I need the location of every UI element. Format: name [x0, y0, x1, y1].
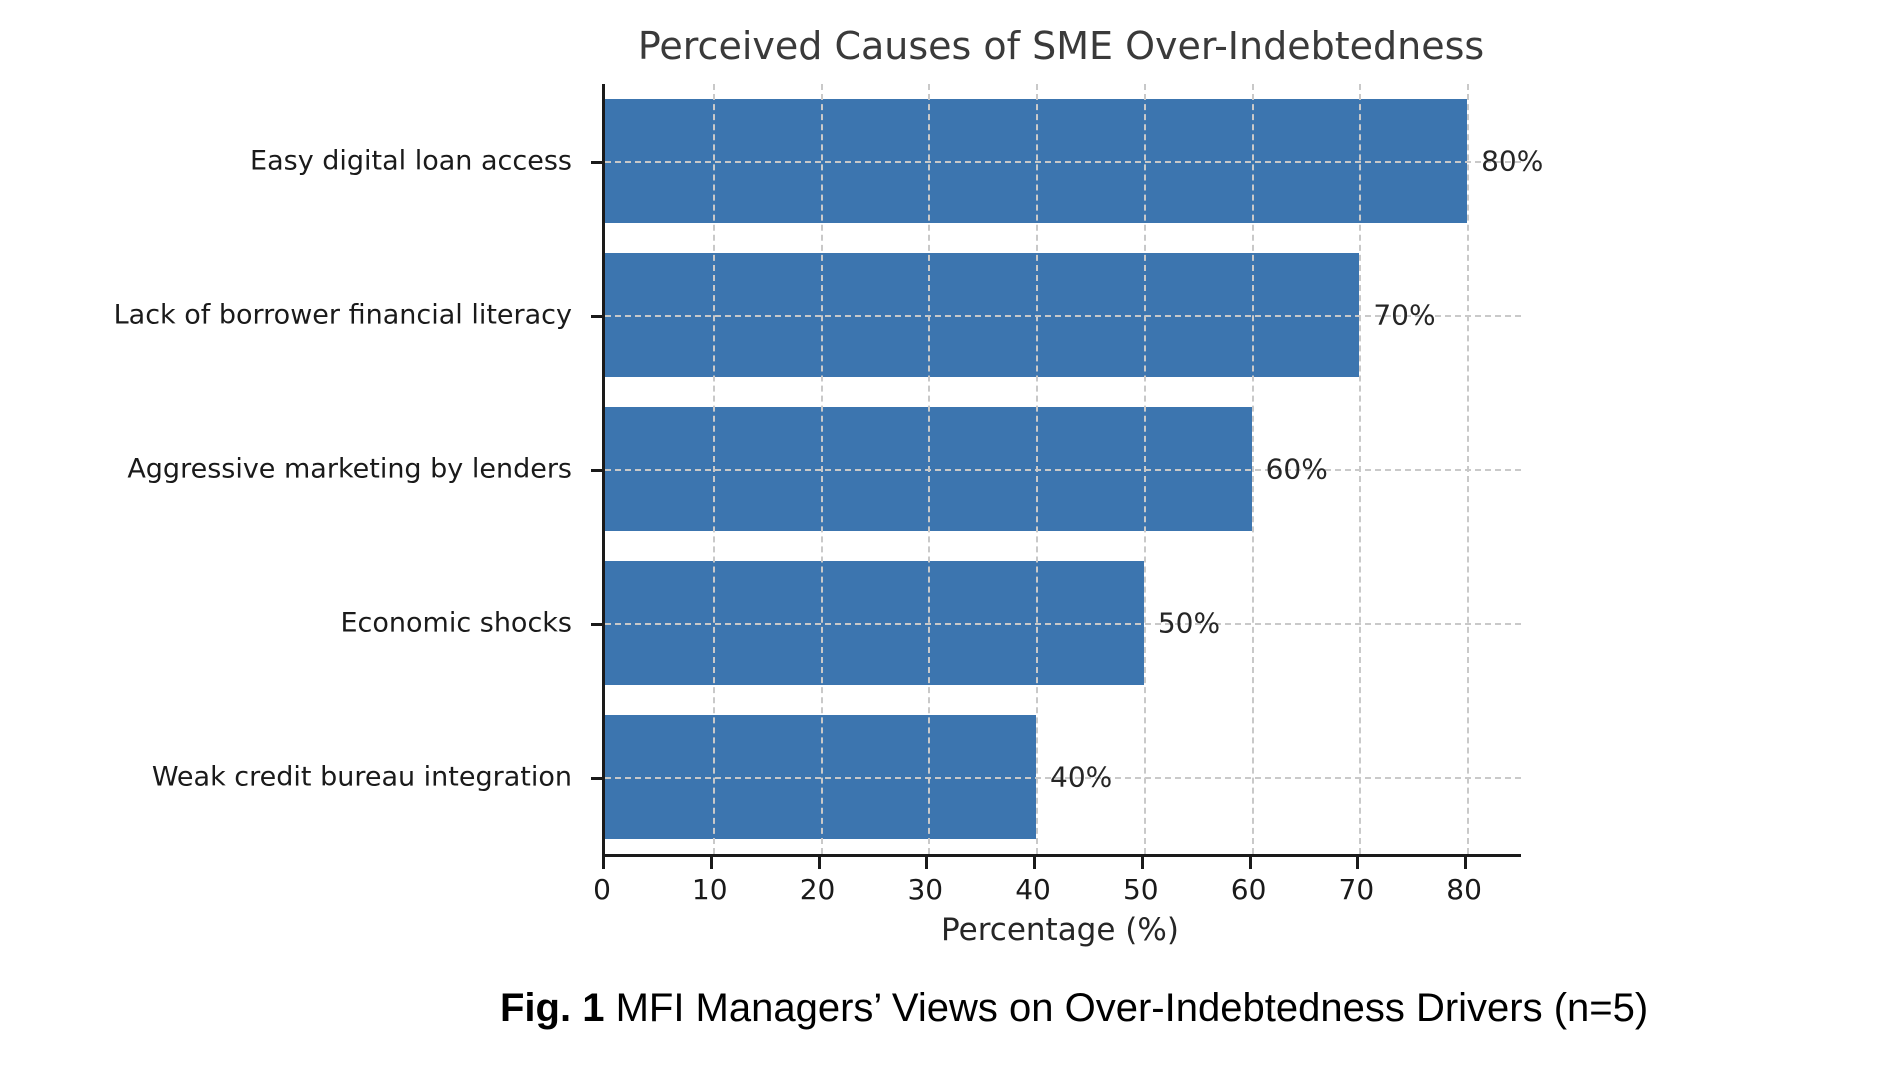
y-tick-mark	[591, 469, 602, 472]
y-tick-mark	[591, 623, 602, 626]
x-axis-title: Percentage (%)	[941, 912, 1179, 948]
y-axis-category-label: Weak credit bureau integration	[151, 761, 572, 793]
x-tick-mark	[925, 857, 929, 869]
y-tick-mark	[591, 161, 602, 164]
caption-text: MFI Managers’ Views on Over-Indebtedness…	[604, 986, 1649, 1030]
bar-value-label: 80%	[1481, 144, 1544, 178]
y-axis-category-label: Lack of borrower financial literacy	[113, 299, 572, 331]
x-tick-mark	[1033, 857, 1037, 869]
y-axis-category-labels: Easy digital loan access Lack of borrower…	[0, 84, 586, 854]
x-tick-label: 20	[799, 873, 836, 906]
x-tick-label: 0	[593, 873, 611, 906]
plot-area: 80% 70% 60% 50% 40%	[591, 84, 1543, 857]
bar-value-label: 60%	[1265, 452, 1328, 486]
x-tick-label: 10	[691, 873, 728, 906]
chart-title: Perceived Causes of SME Over-Indebtednes…	[637, 24, 1485, 68]
caption-figure-number: Fig. 1	[500, 986, 605, 1030]
x-tick-mark	[1140, 857, 1144, 869]
figure-caption: Fig. 1 MFI Managers’ Views on Over-Indeb…	[500, 986, 1648, 1031]
x-tick-mark	[1248, 857, 1252, 869]
x-tick-mark	[1464, 857, 1468, 869]
x-axis: 0 10 20 30 40 50 60 70 80	[593, 857, 1518, 917]
grid-line-horizontal	[605, 161, 1521, 163]
grid-line-horizontal	[605, 777, 1521, 779]
x-tick-label: 40	[1015, 873, 1051, 906]
bar	[605, 561, 1144, 685]
y-axis-category-label: Economic shocks	[340, 607, 572, 639]
bar-value-label: 40%	[1050, 760, 1113, 794]
y-axis-category-label: Easy digital loan access	[250, 145, 572, 177]
x-tick-label: 60	[1230, 873, 1267, 906]
x-tick-mark	[602, 857, 605, 869]
bar-value-label: 50%	[1157, 606, 1221, 640]
bar-row: 50%	[591, 546, 1521, 700]
x-tick-label: 30	[907, 873, 944, 906]
x-tick-mark	[709, 857, 713, 869]
grid-line-horizontal	[605, 469, 1521, 471]
x-tick-mark	[1356, 857, 1360, 869]
y-axis-category-label: Aggressive marketing by lenders	[127, 453, 572, 485]
grid-line-horizontal	[605, 623, 1521, 625]
x-tick-mark	[817, 857, 821, 869]
y-tick-mark	[591, 777, 602, 780]
bar-row: 40%	[591, 700, 1521, 854]
bar-row: 60%	[591, 392, 1521, 546]
x-tick-label: 50	[1122, 873, 1159, 906]
bar-row: 70%	[591, 238, 1521, 392]
bar-row: 80%	[591, 84, 1543, 238]
x-tick-label: 80	[1446, 873, 1482, 906]
x-tick-label: 70	[1338, 873, 1375, 906]
bar-value-label: 70%	[1373, 298, 1436, 332]
y-tick-mark	[591, 315, 602, 318]
grid-line-horizontal	[605, 315, 1521, 317]
bar	[605, 253, 1360, 377]
